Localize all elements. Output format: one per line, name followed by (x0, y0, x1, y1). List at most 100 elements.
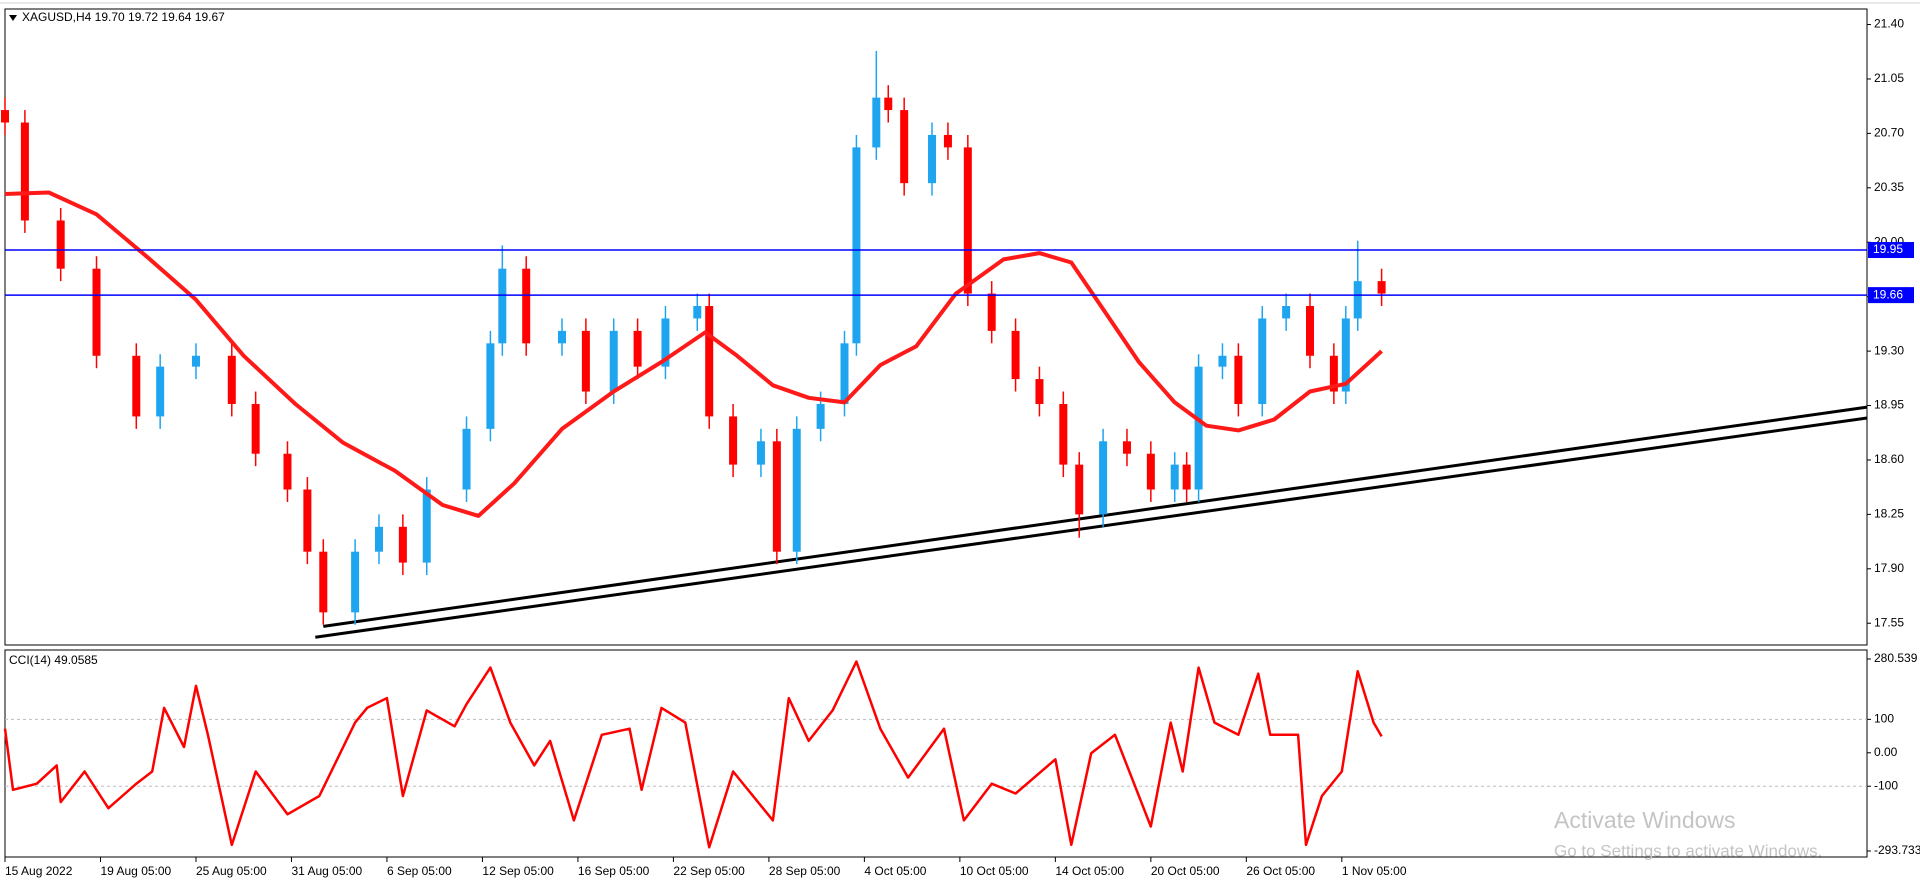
indicator-title: CCI(14) 49.0585 (9, 653, 98, 667)
collapse-arrow (9, 15, 17, 21)
indicator-line (3, 660, 1383, 849)
y-tick-label: 18.25 (1874, 507, 1904, 521)
candle-body (132, 355, 141, 417)
candle-body (462, 428, 471, 490)
x-tick-label: 31 Aug 05:00 (291, 864, 362, 878)
candle-body (884, 97, 893, 111)
candle-body (1099, 441, 1108, 515)
candle-body (1234, 355, 1243, 404)
y-tick-label: -100 (1874, 778, 1898, 792)
x-tick-label: 1 Nov 05:00 (1342, 864, 1407, 878)
candle-body (792, 428, 801, 552)
x-tick-label: 4 Oct 05:00 (864, 864, 926, 878)
y-tick-label: 21.05 (1874, 71, 1904, 85)
x-tick-label: 10 Oct 05:00 (960, 864, 1029, 878)
x-tick-label: 25 Aug 05:00 (196, 864, 267, 878)
y-tick-label: 18.60 (1874, 452, 1904, 466)
y-tick-label: 0.00 (1874, 745, 1898, 759)
candle-body (92, 268, 101, 356)
candle-body (1218, 355, 1227, 367)
y-tick-label: 17.55 (1874, 615, 1904, 629)
candle-body (693, 306, 702, 319)
candle-body (351, 551, 360, 613)
candle-body (816, 403, 825, 429)
candle-body (1146, 453, 1155, 490)
candle-body (729, 416, 738, 465)
y-tick-label: 18.95 (1874, 398, 1904, 412)
x-tick-label: 20 Oct 05:00 (1151, 864, 1220, 878)
candle-body (1075, 464, 1084, 515)
candle-body (191, 355, 200, 367)
candle-body (1258, 318, 1267, 404)
candle-body (963, 147, 972, 294)
candle-body (852, 147, 861, 344)
indicator-panel (4, 649, 1868, 858)
candle-body (1035, 379, 1044, 404)
candle-body (756, 441, 765, 465)
candle-body (943, 134, 952, 148)
candle-body (1182, 464, 1191, 490)
candle-body (1170, 464, 1179, 490)
main-panel (4, 8, 1868, 646)
y-tick-label: 20.35 (1874, 180, 1904, 194)
candle-body (156, 366, 165, 417)
y-tick-label: 17.90 (1874, 561, 1904, 575)
watermark-subtitle: Go to Settings to activate Windows. (1554, 841, 1822, 860)
candle-body (1377, 281, 1386, 294)
x-tick-label: 14 Oct 05:00 (1055, 864, 1124, 878)
candle-body (1, 110, 9, 123)
level-label: 19.66 (1873, 287, 1903, 301)
candle-body (498, 268, 507, 344)
candle-body (872, 97, 881, 148)
candle-body (772, 441, 781, 552)
candle-body (1341, 318, 1350, 392)
candle-body (20, 122, 29, 221)
x-tick-label: 26 Oct 05:00 (1246, 864, 1315, 878)
candle-body (522, 268, 531, 344)
symbol-header: XAGUSD,H4 19.70 19.72 19.64 19.67 (22, 10, 225, 24)
y-tick-label: -293.733 (1874, 843, 1920, 857)
candle-body (1329, 355, 1338, 392)
candle-body (422, 489, 431, 563)
candle-body (900, 110, 909, 184)
y-tick-label: 280.539 (1874, 651, 1918, 665)
candle-body (319, 551, 328, 613)
x-tick-label: 12 Sep 05:00 (482, 864, 554, 878)
candle-body (581, 330, 590, 392)
level-tag (1868, 287, 1914, 304)
y-tick-label: 20.70 (1874, 126, 1904, 140)
watermark-title: Activate Windows (1554, 807, 1736, 833)
candle-body (1305, 306, 1314, 356)
y-tick-label: 21.40 (1874, 17, 1904, 31)
x-tick-label: 6 Sep 05:00 (387, 864, 452, 878)
candle-body (398, 526, 407, 563)
y-tick-label: 100 (1874, 712, 1894, 726)
candle-body (705, 306, 714, 417)
candle-body (1282, 306, 1291, 319)
candle-body (928, 134, 937, 184)
trendline (323, 405, 1868, 628)
candle-body (283, 453, 292, 490)
trendline (315, 416, 1868, 639)
candle-body (303, 489, 312, 552)
candle-body (251, 403, 260, 454)
x-tick-label: 16 Sep 05:00 (578, 864, 650, 878)
candle-body (374, 526, 383, 552)
level-tag (1868, 242, 1914, 259)
candle-body (1194, 366, 1203, 490)
candle-body (633, 330, 642, 367)
x-tick-label: 19 Aug 05:00 (100, 864, 171, 878)
candle-body (227, 355, 236, 404)
candle-body (840, 343, 849, 404)
candle-body (609, 330, 618, 392)
candle-body (1122, 441, 1131, 454)
plot-layer: 17.5517.9018.2518.6018.9519.3019.6520.00… (1, 17, 1920, 878)
candle-body (486, 343, 495, 429)
x-tick-label: 28 Sep 05:00 (769, 864, 841, 878)
x-tick-label: 15 Aug 2022 (5, 864, 73, 878)
moving-average (4, 190, 1383, 518)
y-tick-label: 19.30 (1874, 343, 1904, 357)
x-tick-label: 22 Sep 05:00 (673, 864, 745, 878)
